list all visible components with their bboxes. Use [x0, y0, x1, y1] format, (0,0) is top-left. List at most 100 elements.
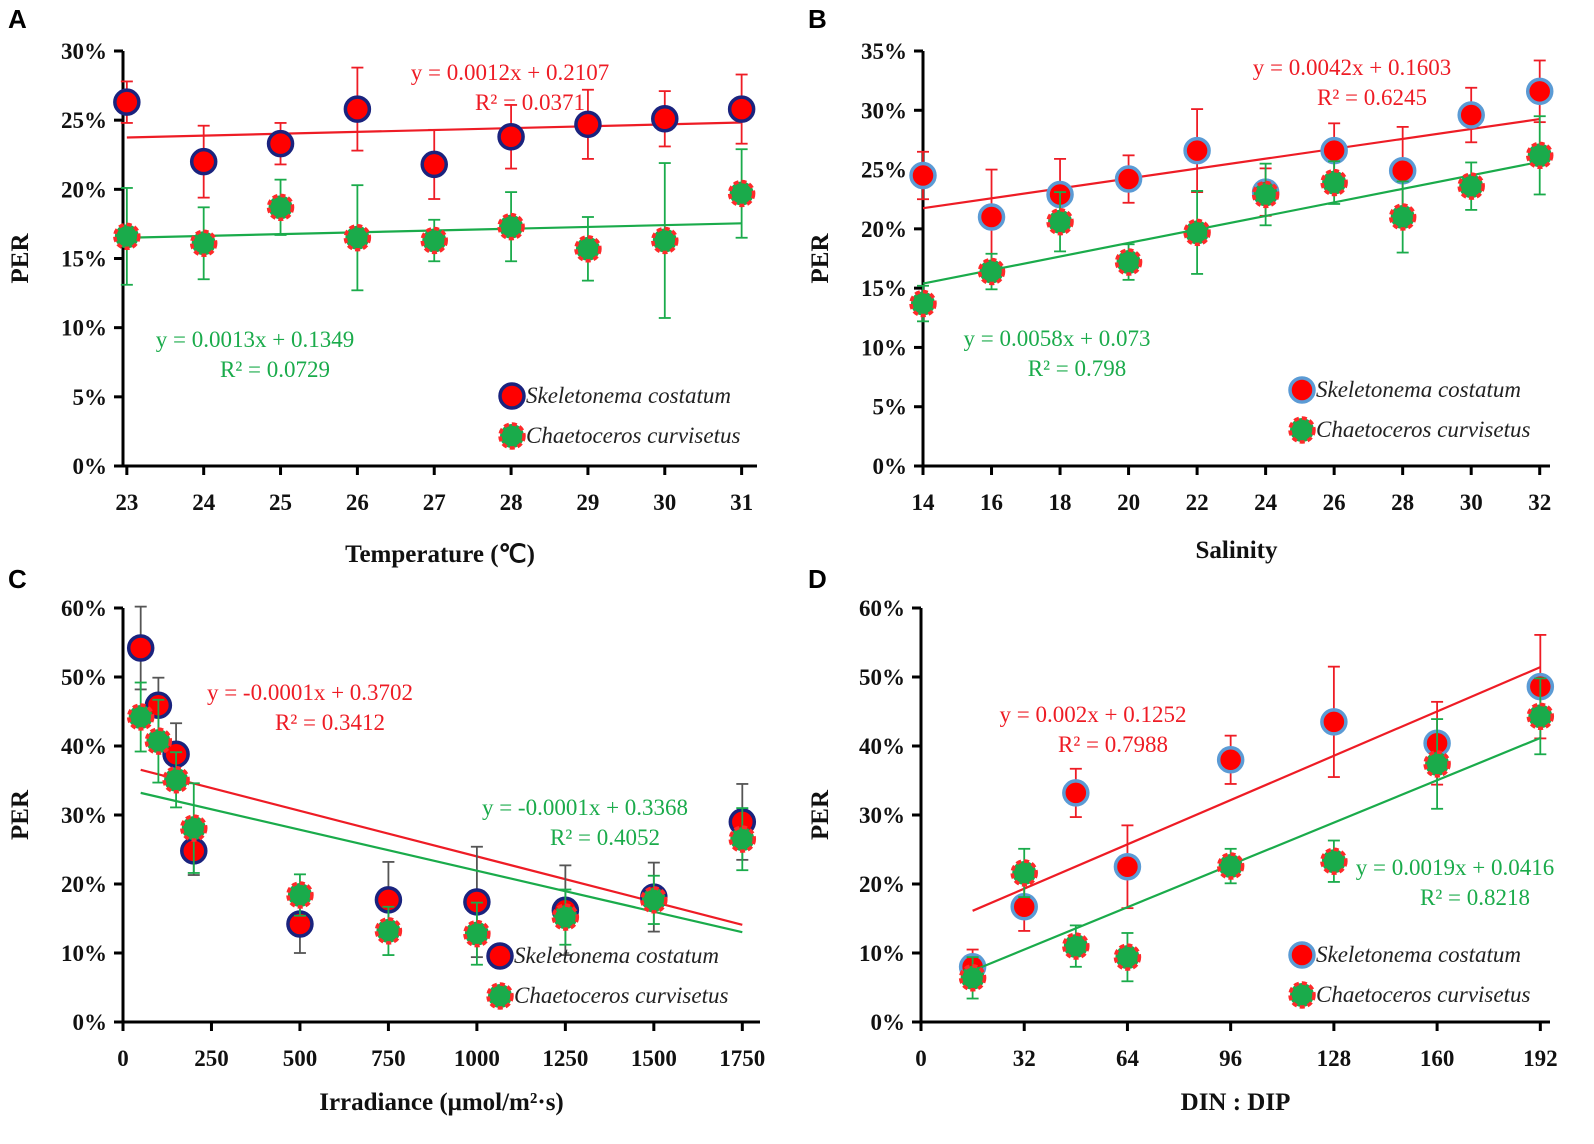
- data-point: [189, 229, 218, 258]
- y-axis-label: PER: [807, 233, 834, 284]
- legend-label: Chaetoceros curvisetus: [526, 423, 740, 448]
- data-point: [497, 123, 525, 151]
- data-point: [977, 203, 1006, 231]
- x-axis-label: DIN : DIP: [1181, 1089, 1291, 1116]
- legend-label: Chaetoceros curvisetus: [514, 983, 728, 1008]
- data-point: [286, 881, 314, 909]
- equation-label: y = -0.0001x + 0.3702: [207, 680, 413, 705]
- panel-a: A 0% 5% 10% 15% 20% 25% 30% 23 24 25 26 27 28 29 30 31 Te…: [7, 4, 757, 568]
- legend-marker: [1288, 416, 1316, 444]
- trendline: [922, 117, 1540, 210]
- x-tick-label: 32: [1013, 1046, 1036, 1071]
- x-tick-label: 23: [115, 490, 138, 515]
- x-tick-label: 29: [576, 490, 599, 515]
- y-tick-label: 50%: [61, 665, 107, 690]
- panel-b: B 0% 5% 10% 15% 20% 25% 30% 35% 14 16 18 20 22 24 26 28 3…: [807, 4, 1554, 564]
- x-tick-label: 64: [1116, 1046, 1140, 1071]
- y-tick-label: 25%: [61, 108, 107, 133]
- r-squared-label: R² = 0.0729: [220, 357, 330, 382]
- panel-label: C: [8, 564, 27, 594]
- x-tick-label: 0: [117, 1046, 129, 1071]
- data-point: [1114, 165, 1143, 193]
- data-point: [126, 703, 155, 731]
- data-point: [463, 919, 491, 948]
- equation-label: y = 0.0013x + 0.1349: [156, 327, 354, 352]
- data-point: [909, 289, 937, 318]
- data-point: [1525, 77, 1554, 106]
- y-tick-label: 40%: [859, 734, 905, 759]
- data-point: [1046, 207, 1074, 236]
- x-tick-label: 25: [269, 490, 292, 515]
- data-point: [551, 903, 580, 931]
- y-axis-label: PER: [807, 789, 834, 840]
- x-tick-label: 96: [1219, 1046, 1242, 1071]
- data-point: [651, 105, 679, 133]
- x-tick-label: 1000: [454, 1046, 500, 1071]
- data-point: [180, 814, 208, 842]
- x-tick-label: 0: [915, 1046, 927, 1071]
- data-point: [497, 212, 525, 241]
- r-squared-label: R² = 0.0371: [475, 90, 585, 115]
- x-axis-label: Irradiance (μmol/m²·s): [319, 1089, 564, 1116]
- y-tick-label: 0%: [73, 1010, 108, 1035]
- legend-label: Skeletonema costatum: [1316, 377, 1521, 402]
- x-axis-label: Temperature (℃): [345, 541, 535, 568]
- y-tick-label: 10%: [859, 941, 905, 966]
- equation-label: y = 0.0012x + 0.2107: [411, 60, 609, 85]
- y-axis-label: PER: [7, 789, 34, 840]
- series-chaetoceros: y = 0.0013x + 0.1349 R² = 0.0729 Chaetocer…: [113, 148, 756, 450]
- data-point: [1010, 859, 1038, 887]
- data-point: [1457, 172, 1485, 200]
- data-point: [574, 110, 602, 139]
- y-tick-label: 5%: [873, 395, 908, 420]
- data-point: [1183, 136, 1211, 165]
- y-tick-label: 15%: [861, 276, 907, 301]
- x-tick-label: 30: [653, 490, 676, 515]
- y-tick-label: 25%: [861, 158, 907, 183]
- y-tick-label: 40%: [61, 734, 107, 759]
- y-tick-label: 10%: [861, 335, 907, 360]
- y-axis-label: PER: [7, 233, 34, 284]
- r-squared-label: R² = 0.6245: [1317, 85, 1427, 110]
- data-point: [1320, 708, 1348, 736]
- series-chaetoceros: y = 0.0019x + 0.0416 R² = 0.8218 Chaetocer…: [958, 677, 1554, 1009]
- x-tick-label: 16: [980, 490, 1003, 515]
- data-point: [1320, 136, 1348, 165]
- y-tick-label: 10%: [61, 941, 107, 966]
- r-squared-label: R² = 0.8218: [1420, 885, 1530, 910]
- data-point: [343, 224, 372, 252]
- equation-label: y = 0.0042x + 0.1603: [1253, 55, 1451, 80]
- data-point: [1320, 847, 1348, 875]
- data-point: [1423, 750, 1451, 778]
- equation-label: y = -0.0001x + 0.3368: [482, 795, 688, 820]
- y-tick-label: 20%: [861, 217, 907, 242]
- panel-label: A: [8, 4, 27, 34]
- data-point: [144, 727, 173, 755]
- data-point: [727, 95, 756, 123]
- series-chaetoceros: y = 0.0058x + 0.073 R² = 0.798 Chaetoceros…: [909, 115, 1554, 444]
- legend-marker: [1288, 981, 1316, 1009]
- data-point: [113, 88, 141, 116]
- data-point: [1062, 932, 1090, 960]
- x-tick-label: 1500: [631, 1046, 677, 1071]
- legend-marker: [1288, 941, 1316, 969]
- panel-label: D: [808, 564, 827, 594]
- legend-label: Skeletonema costatum: [514, 943, 719, 968]
- data-point: [189, 147, 218, 176]
- r-squared-label: R² = 0.3412: [275, 710, 385, 735]
- x-tick-label: 250: [194, 1046, 229, 1071]
- r-squared-label: R² = 0.4052: [550, 825, 660, 850]
- series-skeletonema: y = 0.002x + 0.1252 R² = 0.7988 Skeletonem…: [958, 634, 1555, 985]
- x-tick-label: 1750: [719, 1046, 765, 1071]
- r-squared-label: R² = 0.798: [1028, 356, 1126, 381]
- x-tick-label: 24: [192, 490, 216, 515]
- x-tick-label: 500: [283, 1046, 318, 1071]
- x-tick-label: 30: [1460, 490, 1483, 515]
- data-point: [1251, 180, 1280, 209]
- x-tick-label: 28: [1391, 490, 1414, 515]
- series-chaetoceros: y = -0.0001x + 0.3368 R² = 0.4052 Chaetoce…: [126, 681, 757, 1010]
- x-tick-label: 26: [1323, 490, 1346, 515]
- trendline: [972, 736, 1541, 972]
- data-point: [266, 129, 295, 158]
- x-axis-label: Salinity: [1196, 537, 1278, 564]
